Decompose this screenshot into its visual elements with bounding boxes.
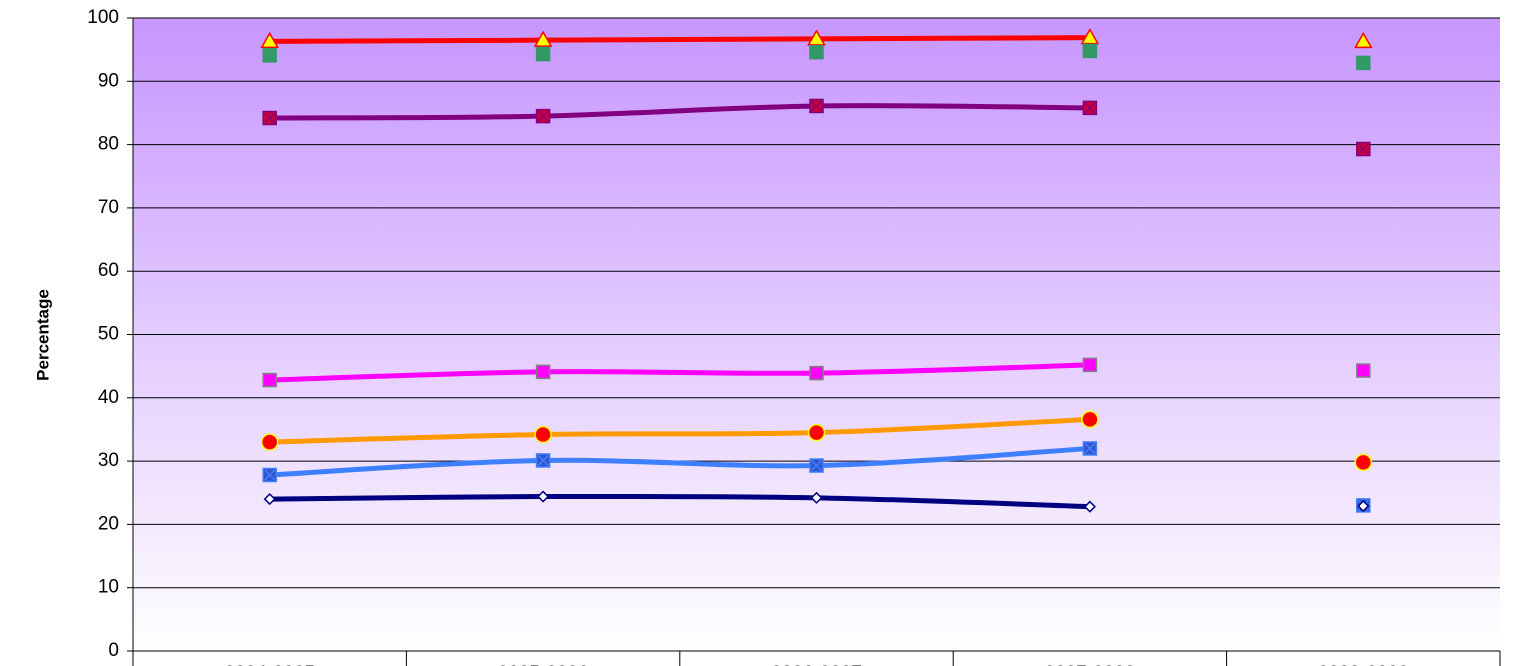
marker: [1082, 357, 1098, 373]
y-tick-label: 10: [98, 577, 119, 598]
x-tick-label: 2007-2008: [1044, 663, 1135, 666]
marker: [263, 493, 276, 506]
marker: [260, 31, 279, 49]
x-tick-label: 2005-2006: [498, 663, 589, 666]
marker: [535, 46, 551, 62]
x-tick-label: 2008-2009: [1318, 663, 1409, 666]
y-tick-label: 20: [98, 513, 119, 534]
marker: [1080, 28, 1100, 45]
series-line: [269, 493, 1090, 510]
marker: [1082, 43, 1098, 59]
marker-cross: [1084, 442, 1096, 454]
y-tick-label: 60: [98, 260, 119, 281]
marker: [810, 491, 823, 504]
marker: [537, 490, 550, 503]
series-line: [269, 445, 1091, 478]
y-tick-label: 30: [98, 450, 119, 471]
marker: [809, 365, 824, 381]
marker: [1357, 499, 1370, 513]
marker: [1356, 55, 1371, 71]
series-line: [269, 416, 1091, 445]
y-tick-label: 100: [87, 7, 119, 28]
marker: [260, 433, 279, 451]
series-line: [269, 103, 1090, 121]
y-tick-label: 50: [98, 324, 119, 345]
marker: [1354, 453, 1373, 472]
y-tick-label: 70: [98, 197, 119, 218]
series-line: [269, 35, 1090, 44]
marker-cross: [264, 112, 276, 124]
marker-cross: [264, 469, 276, 481]
series-line: [269, 362, 1090, 383]
x-tick-label: 2006-2007: [771, 663, 862, 666]
marker: [1356, 363, 1371, 378]
marker: [1081, 410, 1099, 429]
marker: [807, 423, 826, 442]
marker: [262, 48, 277, 63]
marker-cross: [537, 454, 549, 466]
marker: [533, 30, 553, 47]
marker-cross: [1084, 102, 1096, 114]
marker: [809, 44, 824, 60]
marker: [535, 364, 551, 380]
y-tick-label: 90: [98, 70, 119, 91]
x-tick-label: 2004-2005: [224, 663, 315, 666]
marker: [262, 372, 277, 388]
y-tick-label: 0: [108, 640, 119, 661]
marker: [1083, 500, 1096, 513]
y-tick-label: 80: [98, 134, 119, 155]
marker-cross: [537, 110, 549, 122]
y-axis-label: Percentage: [33, 289, 52, 381]
y-tick-label: 40: [98, 387, 119, 408]
marker-cross: [810, 100, 823, 112]
marker: [807, 29, 826, 46]
marker: [1354, 31, 1373, 49]
marker: [534, 425, 552, 444]
marker-cross: [810, 460, 823, 472]
marker-cross: [1357, 143, 1369, 155]
